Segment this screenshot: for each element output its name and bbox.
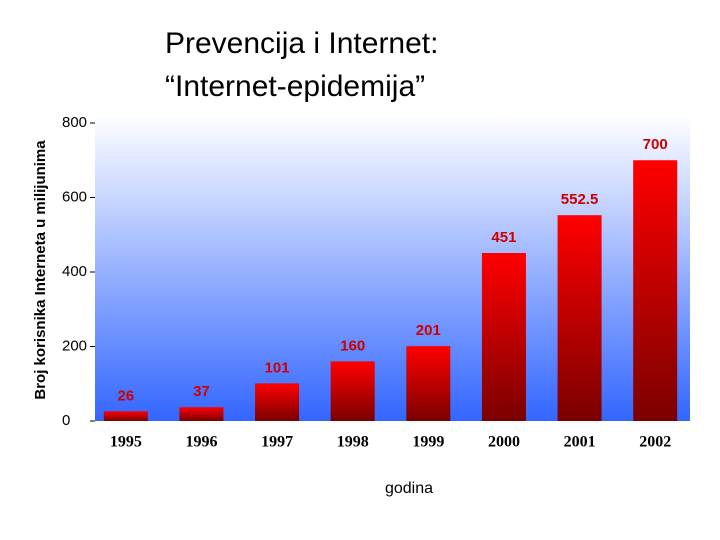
bar xyxy=(103,411,148,421)
chart-title: Prevencija i Internet: xyxy=(165,27,438,60)
value-label: 160 xyxy=(340,337,365,354)
x-tick-label: 2000 xyxy=(488,434,520,451)
value-label: 552.5 xyxy=(561,191,599,208)
value-label: 700 xyxy=(643,136,668,153)
x-axis-label: godina xyxy=(385,480,433,497)
bar xyxy=(406,346,451,421)
y-axis-label: Broj korisnika Interneta u milijunima xyxy=(32,140,49,400)
value-label: 37 xyxy=(193,383,210,400)
x-tick-label: 1999 xyxy=(412,434,444,451)
bar xyxy=(633,160,678,421)
x-tick-label: 2002 xyxy=(639,434,671,451)
bar xyxy=(179,407,224,421)
bar xyxy=(481,253,526,421)
y-tick-label: 800 xyxy=(62,114,87,131)
y-tick-label: 0 xyxy=(62,412,70,429)
x-tick-label: 1998 xyxy=(337,434,369,451)
value-label: 26 xyxy=(117,387,134,404)
value-label: 201 xyxy=(416,322,441,339)
x-tick-label: 1996 xyxy=(185,434,217,451)
x-tick-label: 2001 xyxy=(564,434,596,451)
chart-title: “Internet-epidemija” xyxy=(165,70,425,103)
value-label: 101 xyxy=(265,359,290,376)
y-tick-label: 600 xyxy=(62,188,87,205)
bar xyxy=(330,361,375,421)
x-tick-label: 1997 xyxy=(261,434,293,451)
bar xyxy=(255,383,300,421)
y-tick-label: 400 xyxy=(62,263,87,280)
bar xyxy=(557,215,602,421)
value-label: 451 xyxy=(491,229,516,246)
y-tick-label: 200 xyxy=(62,337,87,354)
x-tick-label: 1995 xyxy=(110,434,142,451)
